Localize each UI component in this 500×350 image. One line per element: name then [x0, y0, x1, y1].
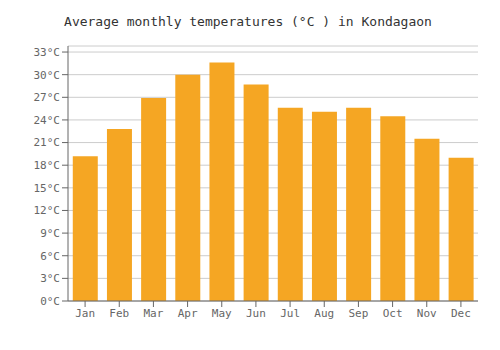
svg-text:24°C: 24°C [34, 114, 61, 127]
svg-text:Oct: Oct [383, 307, 403, 320]
svg-text:21°C: 21°C [34, 136, 61, 149]
svg-text:15°C: 15°C [34, 182, 61, 195]
svg-text:Apr: Apr [178, 307, 198, 320]
svg-text:Mar: Mar [143, 307, 163, 320]
svg-text:Nov: Nov [417, 307, 437, 320]
svg-text:0°C: 0°C [40, 295, 60, 308]
svg-text:27°C: 27°C [34, 91, 61, 104]
svg-text:12°C: 12°C [34, 204, 61, 217]
svg-text:Jun: Jun [246, 307, 266, 320]
svg-text:Jan: Jan [75, 307, 95, 320]
svg-text:Jul: Jul [280, 307, 300, 320]
svg-text:May: May [212, 307, 232, 320]
svg-text:3°C: 3°C [40, 272, 60, 285]
svg-text:Aug: Aug [314, 307, 334, 320]
svg-text:18°C: 18°C [34, 159, 61, 172]
svg-text:6°C: 6°C [40, 250, 60, 263]
svg-text:30°C: 30°C [34, 69, 61, 82]
svg-text:33°C: 33°C [34, 46, 61, 59]
svg-text:Feb: Feb [109, 307, 129, 320]
svg-text:Sep: Sep [348, 307, 368, 320]
html-text:Average monthly temperatures (: Average monthly temperatures (°C ) in Ko… [64, 14, 432, 29]
svg-text:9°C: 9°C [40, 227, 60, 240]
svg-text:Dec: Dec [451, 307, 471, 320]
